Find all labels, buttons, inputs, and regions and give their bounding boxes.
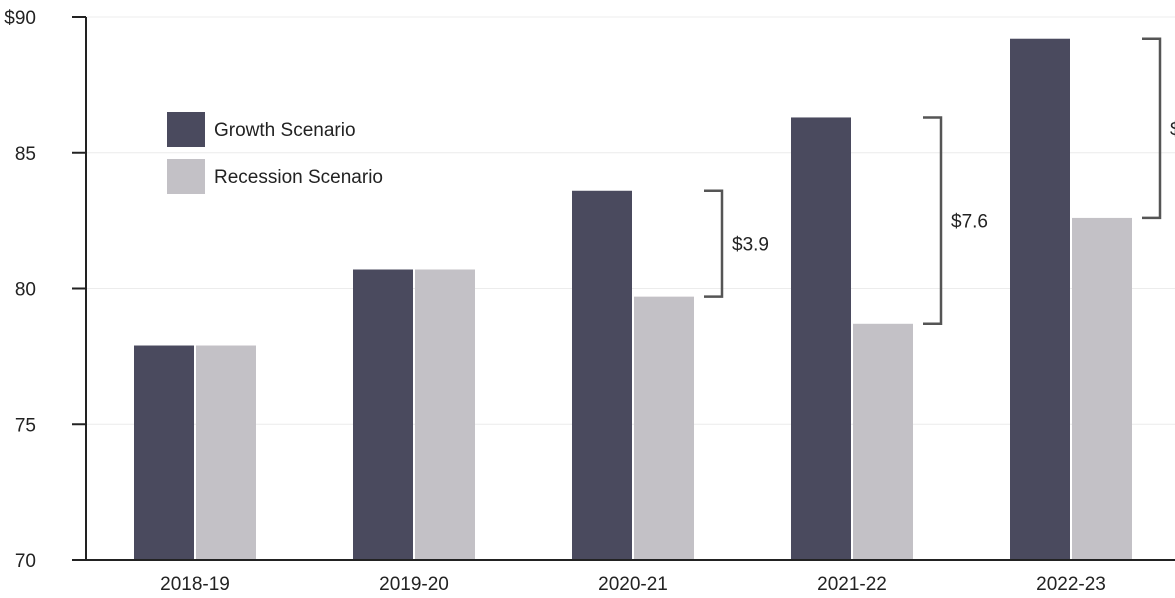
y-tick-label: 85 [15,144,36,165]
x-tick-label: 2021-22 [817,574,887,595]
bar-recession-2022-23 [1072,217,1132,560]
y-tick-label: 75 [15,415,36,436]
gap-bracket [704,189,724,298]
bar-recession-2020-21 [634,296,694,560]
x-tick-label: 2020-21 [598,574,668,595]
bar-growth-2020-21 [572,190,632,560]
legend: Growth Scenario Recession Scenario [167,112,383,194]
x-tick-label: 2022-23 [1036,574,1106,595]
gap-label: $6.5 [1170,119,1175,140]
legend-swatch [167,112,205,147]
y-tick-label: $90 [4,8,36,29]
gap-bracket [1142,37,1162,220]
legend-label: Recession Scenario [214,167,383,188]
bar-recession-2021-22 [853,323,913,560]
y-tick-label: 70 [15,551,36,572]
gap-label: $3.9 [732,235,769,256]
gap-annotations: $3.9 $7.6 $6.5 [704,37,1175,326]
x-tick-label: 2019-20 [379,574,449,595]
bar-growth-2019-20 [353,269,413,560]
legend-swatch [167,159,205,194]
gap-label: $7.6 [951,212,988,233]
bar-recession-2019-20 [415,269,475,560]
y-tick-labels: $90 85 80 75 70 [4,8,86,572]
bar-growth-2021-22 [791,117,851,560]
x-tick-label: 2018-19 [160,574,230,595]
legend-label: Growth Scenario [214,120,356,141]
bars [134,38,1132,561]
y-tick-label: 80 [15,280,36,301]
bar-growth-2018-19 [134,345,194,560]
gap-bracket [923,116,943,326]
bar-growth-2022-23 [1010,38,1070,561]
bar-recession-2018-19 [196,345,256,560]
x-tick-labels: 2018-19 2019-20 2020-21 2021-22 2022-23 [160,574,1106,595]
